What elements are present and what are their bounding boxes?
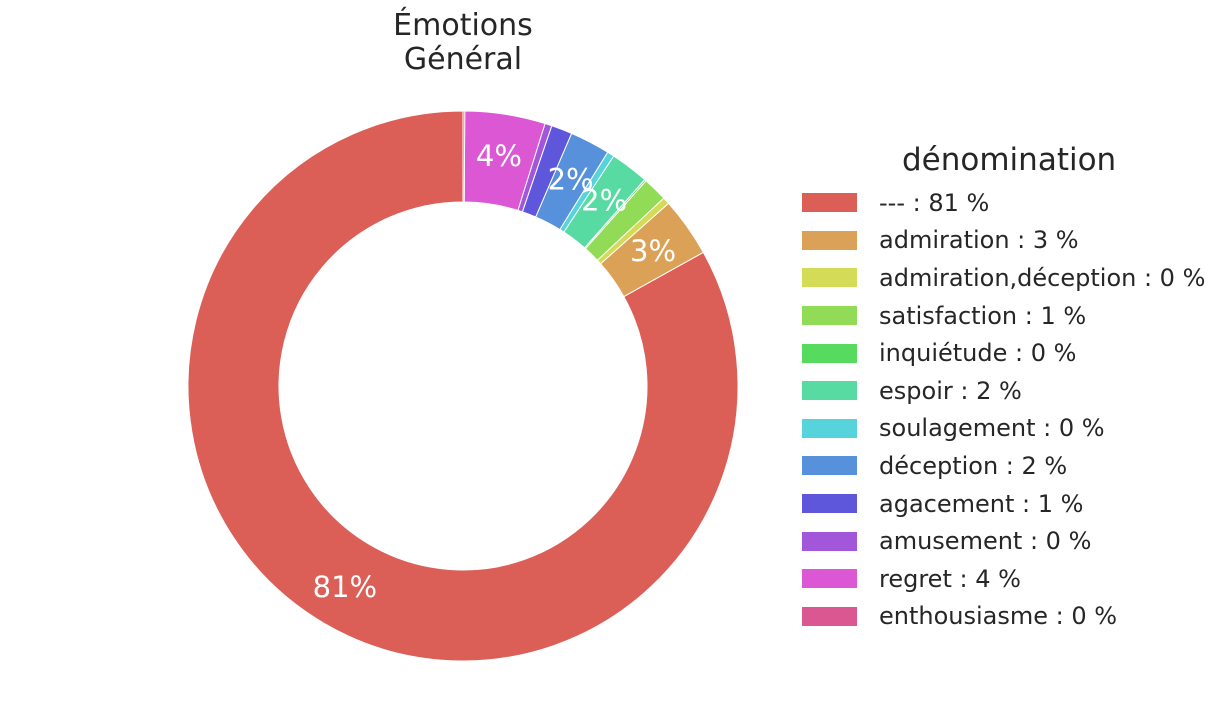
legend-item: espoir : 2 % xyxy=(802,372,1205,410)
legend-swatch xyxy=(802,343,857,363)
legend-label: regret : 4 % xyxy=(879,564,1021,593)
legend: dénomination --- : 81 % admiration : 3 % a… xyxy=(802,140,1205,635)
legend-label: enthousiasme : 0 % xyxy=(879,602,1118,631)
legend-swatch xyxy=(802,268,857,288)
legend-item: agacement : 1 % xyxy=(802,485,1205,523)
legend-item: amusement : 0 % xyxy=(802,522,1205,560)
legend-swatch xyxy=(802,569,857,589)
slice-0 xyxy=(187,110,739,662)
legend-label: agacement : 1 % xyxy=(879,489,1084,518)
legend-swatch xyxy=(802,494,857,514)
legend-swatch xyxy=(802,418,857,438)
legend-swatch xyxy=(802,531,857,551)
legend-swatch xyxy=(802,193,857,213)
percent-labels: 81%3%2%2%4% xyxy=(313,139,676,604)
slice-percent-label-5: 2% xyxy=(581,184,627,218)
slice-11 xyxy=(462,110,466,203)
legend-item: inquiétude : 0 % xyxy=(802,334,1205,372)
slice-percent-label-10: 4% xyxy=(476,139,522,173)
chart-title-line-2: Général xyxy=(403,42,523,77)
legend-swatch xyxy=(802,606,857,626)
legend-item: admiration,déception : 0 % xyxy=(802,259,1205,297)
legend-label: --- : 81 % xyxy=(879,188,990,217)
legend-item: soulagement : 0 % xyxy=(802,410,1205,448)
slice-percent-label-7: 2% xyxy=(548,162,594,196)
legend-label: inquiétude : 0 % xyxy=(879,339,1077,368)
legend-label: amusement : 0 % xyxy=(879,527,1092,556)
legend-item: enthousiasme : 0 % xyxy=(802,598,1205,636)
legend-swatch xyxy=(802,306,857,326)
legend-item: satisfaction : 1 % xyxy=(802,297,1205,335)
slice-percent-label-0: 81% xyxy=(313,570,377,604)
legend-label: espoir : 2 % xyxy=(879,376,1022,405)
legend-item: admiration : 3 % xyxy=(802,222,1205,260)
legend-swatch xyxy=(802,230,857,250)
chart-title-line-1: Émotions xyxy=(393,8,533,43)
legend-label: soulagement : 0 % xyxy=(879,414,1105,443)
legend-label: satisfaction : 1 % xyxy=(879,301,1087,330)
donut-slices xyxy=(187,110,739,662)
legend-item: --- : 81 % xyxy=(802,184,1205,222)
legend-swatch xyxy=(802,381,857,401)
slice-percent-label-1: 3% xyxy=(630,234,676,268)
legend-item: regret : 4 % xyxy=(802,560,1205,598)
legend-item: déception : 2 % xyxy=(802,447,1205,485)
legend-swatch xyxy=(802,456,857,476)
legend-label: déception : 2 % xyxy=(879,451,1068,480)
legend-label: admiration : 3 % xyxy=(879,226,1079,255)
legend-title: dénomination xyxy=(902,142,1117,178)
legend-label: admiration,déception : 0 % xyxy=(879,263,1206,292)
